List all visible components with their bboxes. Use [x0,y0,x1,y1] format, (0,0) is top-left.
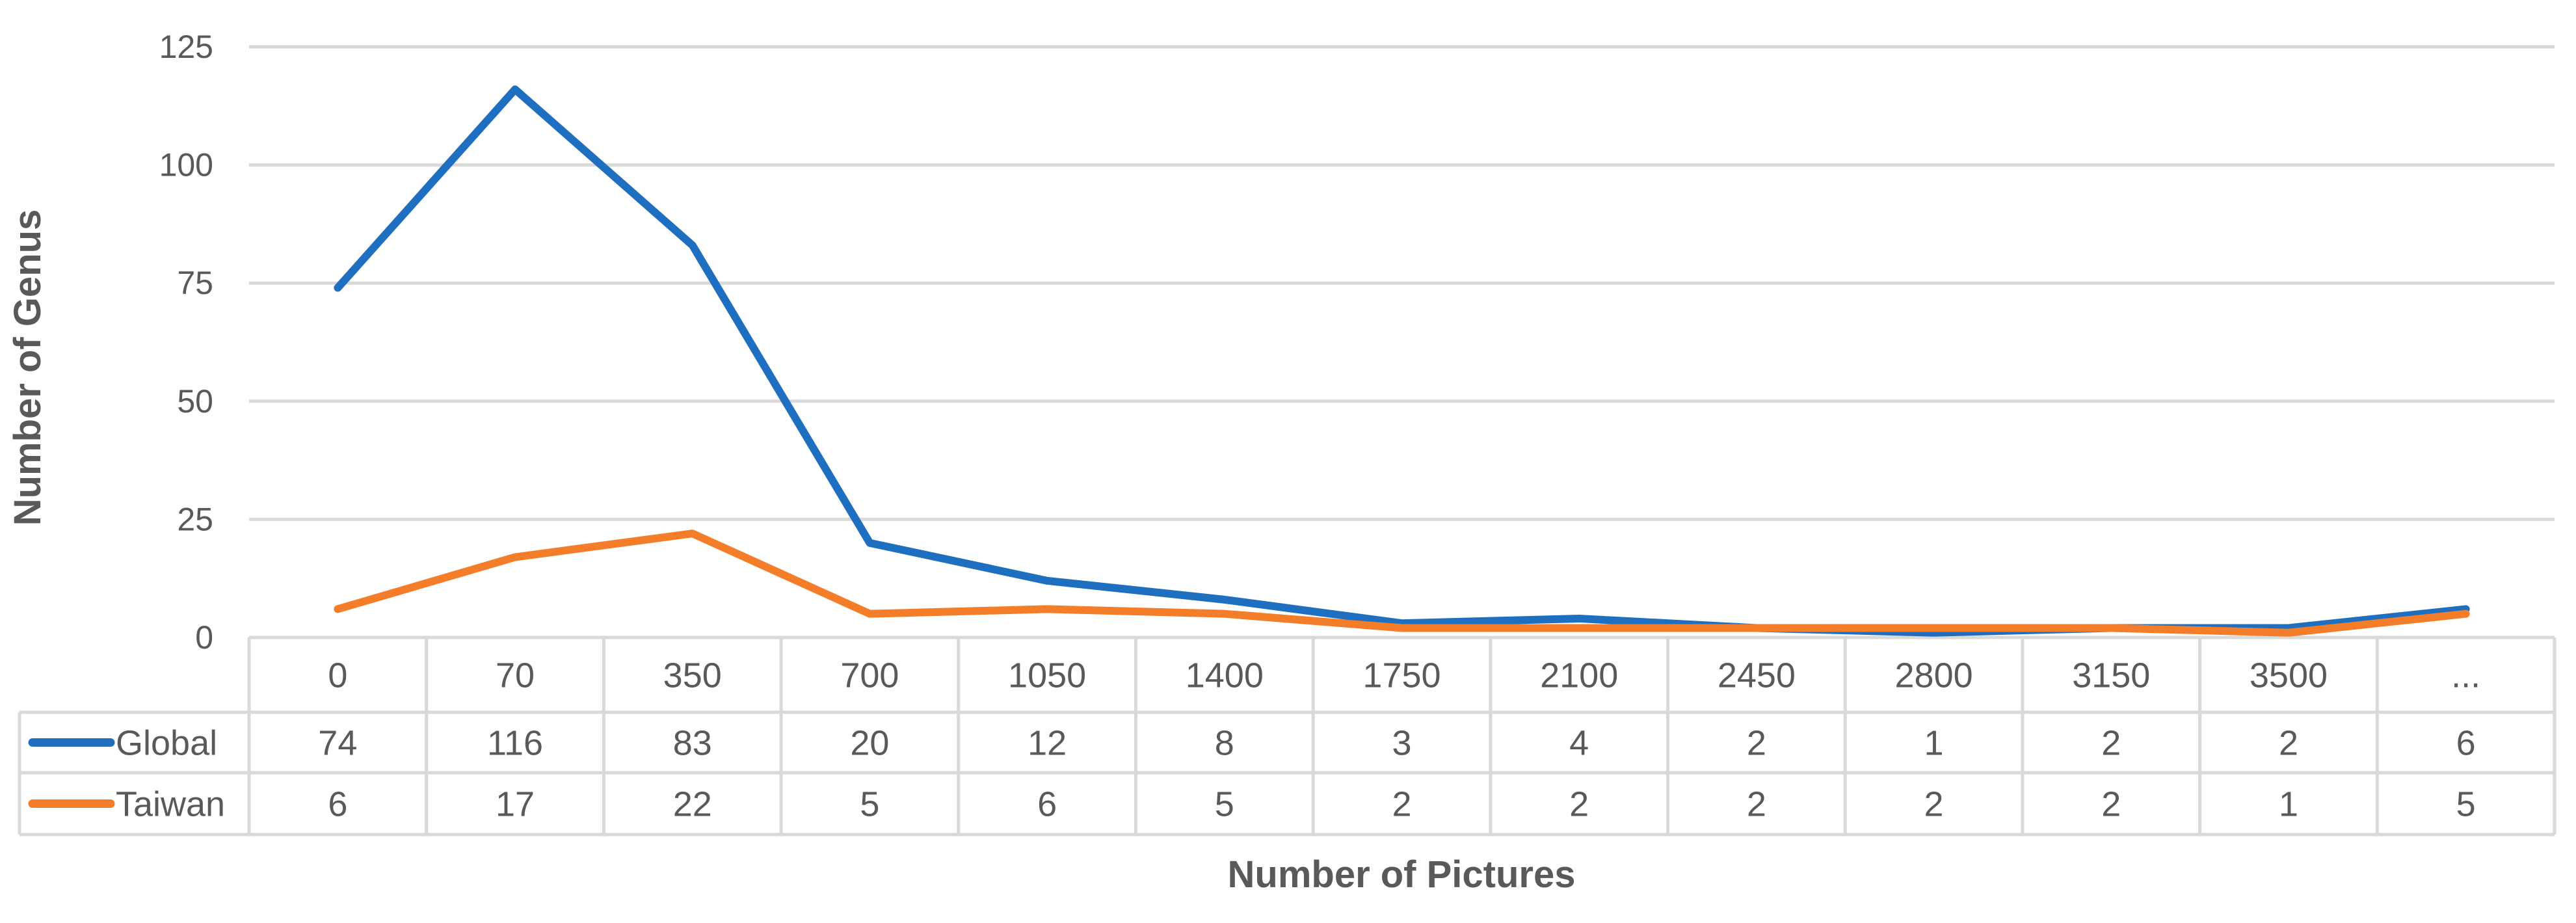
gridlines [249,45,2555,521]
data-cell-taiwan: 2 [2101,785,2121,824]
x-category-label: 0 [328,656,347,695]
data-cell-taiwan: 5 [860,785,879,824]
y-tick-label: 125 [159,29,213,65]
x-category-label: ... [2451,656,2480,695]
data-cell-global: 4 [1569,724,1589,763]
y-tick-label: 100 [159,147,213,183]
x-category-label: 2800 [1895,656,1973,695]
data-cell-global: 74 [318,724,357,763]
data-cell-global: 83 [673,724,712,763]
x-category-label: 1400 [1186,656,1264,695]
data-cell-global: 12 [1028,724,1067,763]
data-cell-global: 20 [850,724,889,763]
y-tick-label: 0 [195,619,213,656]
series-lines [334,85,2470,637]
data-cell-global: 6 [2456,724,2476,763]
data-cell-taiwan: 1 [2279,785,2298,824]
series-line-global [334,85,2470,637]
data-cell-taiwan: 5 [2456,785,2476,824]
series-line-taiwan [334,529,2470,637]
legend-label-taiwan: Taiwan [116,785,225,824]
y-axis-title: Number of Genus [7,209,49,526]
data-cell-global: 2 [2101,724,2121,763]
y-axis-ticks: 0 25 50 75 100 125 [159,29,213,656]
data-cell-taiwan: 2 [1924,785,1944,824]
data-cell-global: 2 [2279,724,2298,763]
data-table: 0 70 350 700 1050 1400 1750 2100 2450 2800 3150 350… [18,635,2556,836]
data-cell-taiwan: 5 [1215,785,1234,824]
data-cell-taiwan: 22 [673,785,712,824]
data-cell-taiwan: 2 [1392,785,1411,824]
data-cell-global: 2 [1747,724,1766,763]
data-cell-taiwan: 6 [328,785,347,824]
x-category-label: 700 [840,656,899,695]
x-category-label: 1750 [1362,656,1441,695]
data-cell-global: 1 [1924,724,1944,763]
data-cell-global: 3 [1392,724,1411,763]
x-category-label: 2450 [1718,656,1796,695]
x-category-label: 3150 [2072,656,2150,695]
data-cell-taiwan: 17 [496,785,535,824]
x-category-label: 1050 [1008,656,1086,695]
data-cell-global: 8 [1215,724,1234,763]
x-category-label: 70 [496,656,535,695]
legend-label-global: Global [116,724,217,763]
x-category-label: 2100 [1540,656,1618,695]
data-cell-taiwan: 6 [1037,785,1057,824]
data-cell-taiwan: 2 [1747,785,1766,824]
y-tick-label: 75 [177,265,213,301]
x-category-label: 3500 [2250,656,2328,695]
data-cell-taiwan: 2 [1569,785,1589,824]
y-tick-label: 25 [177,501,213,537]
x-category-label: 350 [663,656,722,695]
data-cell-global: 116 [487,724,543,763]
y-tick-label: 50 [177,383,213,420]
x-axis-title: Number of Pictures [1228,853,1576,896]
